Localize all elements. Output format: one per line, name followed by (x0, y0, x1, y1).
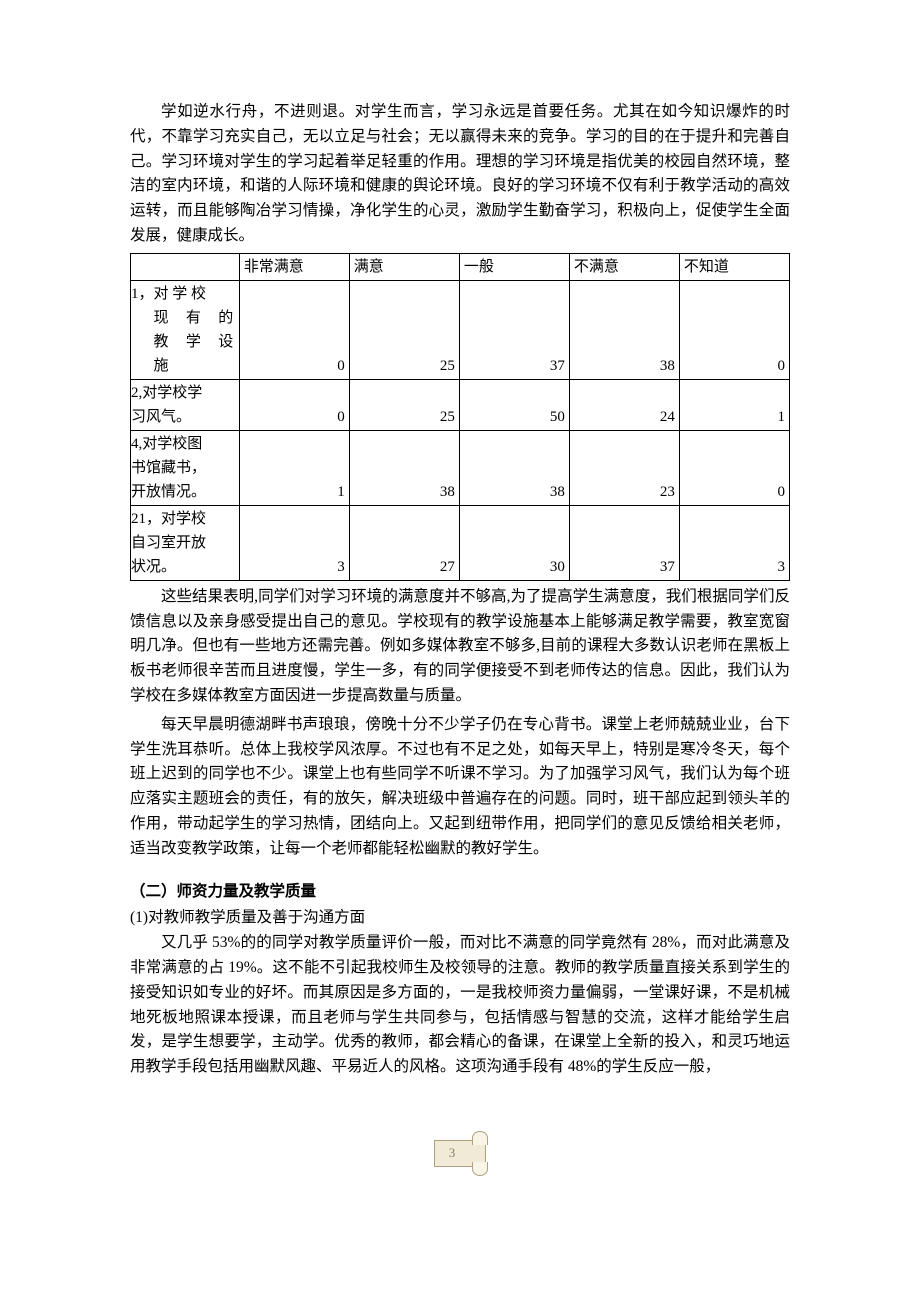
header-satisfied: 满意 (349, 253, 459, 280)
value-cell: 25 (349, 280, 459, 379)
row-label: 1，对 学 校现 有 的教 学 设施 (131, 280, 240, 379)
value-cell: 23 (569, 430, 679, 505)
value-cell: 3 (679, 505, 789, 580)
table-row: 21，对学校自习室开放状况。32730373 (131, 505, 790, 580)
row-label: 2,对学校学习风气。 (131, 379, 240, 430)
value-cell: 50 (459, 379, 569, 430)
value-cell: 0 (239, 280, 349, 379)
page-number-box: 3 (434, 1140, 487, 1167)
section-2-subheading: (1)对教师教学质量及善于沟通方面 (130, 906, 790, 931)
value-cell: 38 (569, 280, 679, 379)
value-cell: 37 (459, 280, 569, 379)
scroll-decoration-top-icon (472, 1131, 488, 1145)
scroll-decoration-bottom-icon (472, 1162, 488, 1176)
value-cell: 27 (349, 505, 459, 580)
table-row: 2,对学校学习风气。02550241 (131, 379, 790, 430)
section-2-heading: （二）师资力量及教学质量 (130, 880, 790, 905)
header-average: 一般 (459, 253, 569, 280)
page-number: 3 (449, 1145, 456, 1160)
section-2-paragraph-1: 又几乎 53%的的同学对教学质量评价一般，而对比不满意的同学竟然有 28%，而对… (130, 931, 790, 1080)
value-cell: 25 (349, 379, 459, 430)
value-cell: 1 (239, 430, 349, 505)
row-label: 21，对学校自习室开放状况。 (131, 505, 240, 580)
value-cell: 1 (679, 379, 789, 430)
value-cell: 24 (569, 379, 679, 430)
analysis-paragraph-1: 这些结果表明,同学们对学习环境的满意度并不够高,为了提高学生满意度，我们根据同学… (130, 585, 790, 709)
analysis-paragraph-2: 每天早晨明德湖畔书声琅琅，傍晚十分不少学子仍在专心背书。课堂上老师兢兢业业，台下… (130, 713, 790, 862)
value-cell: 3 (239, 505, 349, 580)
page-number-container: 3 (130, 1140, 790, 1167)
table-row: 4,对学校图书馆藏书，开放情况。13838230 (131, 430, 790, 505)
value-cell: 0 (239, 379, 349, 430)
value-cell: 37 (569, 505, 679, 580)
header-unknown: 不知道 (679, 253, 789, 280)
value-cell: 0 (679, 430, 789, 505)
value-cell: 38 (459, 430, 569, 505)
value-cell: 38 (349, 430, 459, 505)
value-cell: 0 (679, 280, 789, 379)
intro-paragraph: 学如逆水行舟，不进则退。对学生而言，学习永远是首要任务。尤其在如今知识爆炸的时代… (130, 100, 790, 249)
row-label: 4,对学校图书馆藏书，开放情况。 (131, 430, 240, 505)
table-header-row: 非常满意 满意 一般 不满意 不知道 (131, 253, 790, 280)
value-cell: 30 (459, 505, 569, 580)
header-unsatisfied: 不满意 (569, 253, 679, 280)
satisfaction-table: 非常满意 满意 一般 不满意 不知道 1，对 学 校现 有 的教 学 设施025… (130, 253, 790, 581)
header-blank (131, 253, 240, 280)
table-row: 1，对 学 校现 有 的教 学 设施02537380 (131, 280, 790, 379)
header-very-satisfied: 非常满意 (239, 253, 349, 280)
